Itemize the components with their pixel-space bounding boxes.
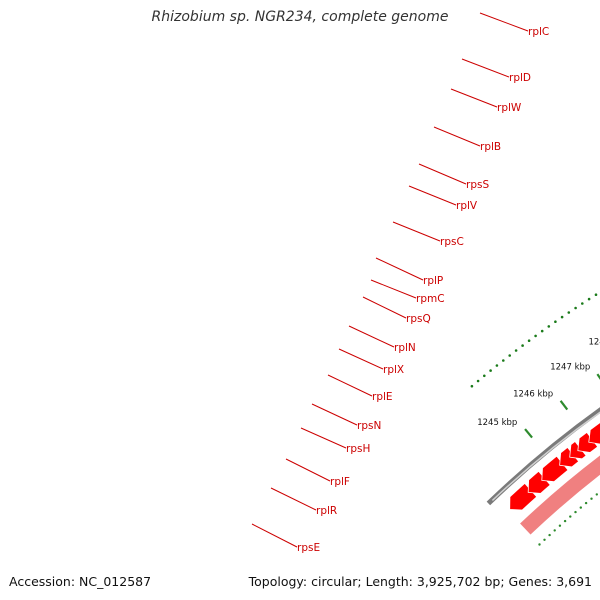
gc-dot: [489, 369, 492, 372]
gene-label-rpsN: rpsN: [357, 420, 381, 432]
inner-tick-dot: [590, 497, 593, 500]
scale-tick-label: 1247 kbp: [550, 363, 590, 373]
gene-label-rpsC: rpsC: [440, 236, 464, 248]
backbone-ring: [486, 407, 600, 506]
leader-line: [450, 88, 498, 108]
backbone-arc-inner: [491, 411, 600, 502]
gc-dot: [514, 349, 518, 352]
gc-dot: [521, 344, 524, 347]
forward-strand-genes: [509, 422, 600, 511]
backbone-arc: [486, 407, 600, 506]
gene-label-rplP: rplP: [423, 275, 443, 287]
leader-line: [408, 185, 457, 206]
leader-line: [327, 374, 373, 397]
gene-label-leaders: [251, 12, 529, 548]
gene-label-rplF: rplF: [330, 476, 350, 488]
gene-arrow: [588, 422, 600, 445]
gene-label-rplE: rplE: [372, 391, 393, 403]
gc-dot: [534, 334, 537, 338]
gc-dot: [540, 329, 544, 333]
gene-label-rplV: rplV: [456, 200, 478, 212]
gene-labels: rplC rplD rplW rplB rpsS rplV rpsC rplP rpmC rpsQ…: [297, 26, 549, 554]
gc-dot: [527, 339, 531, 343]
scale-tick-label: 1248 kbp: [588, 338, 600, 348]
leader-line: [375, 257, 424, 281]
gc-dot: [470, 384, 474, 388]
gene-label-rpsS: rpsS: [466, 179, 489, 191]
inner-tick-dot: [563, 519, 567, 523]
gene-label-rplC: rplC: [528, 26, 549, 38]
leader-line: [300, 427, 347, 449]
inner-tick-dot: [558, 524, 562, 527]
gc-content-track: [470, 293, 598, 388]
leader-line: [285, 458, 331, 482]
gene-label-rplW: rplW: [497, 102, 522, 114]
gene-label-rpmC: rpmC: [416, 293, 445, 305]
inner-tick-track: [538, 493, 598, 546]
accession-label: Accession: NC_012587: [9, 574, 152, 589]
gene-label-rpsH: rpsH: [346, 443, 370, 455]
leader-line: [362, 296, 407, 319]
leader-line: [461, 58, 510, 78]
gene-label-rplR: rplR: [316, 505, 337, 517]
gc-dot: [560, 315, 564, 319]
gc-dot: [594, 293, 598, 297]
gc-dot: [495, 364, 499, 367]
gc-dot: [554, 320, 557, 324]
inner-tick-dot: [543, 538, 546, 541]
scale-tick: [596, 373, 600, 380]
leader-line: [338, 348, 384, 370]
scale-tick: [524, 428, 533, 439]
leader-line: [433, 126, 481, 147]
inner-tick-dot: [579, 506, 582, 509]
gene-label-rplD: rplD: [509, 72, 531, 84]
genome-title: Rhizobium sp. NGR234, complete genome: [151, 9, 449, 25]
leader-line: [418, 163, 467, 185]
inner-tick-dot: [548, 533, 551, 537]
reverse-strand-genes: [518, 454, 600, 536]
gc-dot: [502, 359, 505, 362]
gc-dot: [483, 374, 486, 378]
reverse-gene-block: [518, 454, 600, 536]
genome-summary: Topology: circular; Length: 3,925,702 bp…: [248, 574, 592, 589]
gc-dot: [508, 354, 512, 357]
gene-label-rplX: rplX: [383, 364, 404, 376]
scale-tick: [559, 400, 569, 411]
inner-tick-dot: [574, 510, 577, 514]
leader-line: [392, 221, 441, 242]
gene-label-rpsQ: rpsQ: [406, 313, 431, 325]
inner-tick-dot: [553, 529, 556, 532]
leader-line: [311, 403, 358, 426]
gc-dot: [476, 379, 480, 383]
scale-tick-label: 1246 kbp: [513, 390, 553, 400]
leader-line: [370, 279, 417, 299]
scale-tick-label: 1245 kbp: [477, 418, 517, 428]
gc-dot: [587, 297, 591, 301]
inner-tick-dot: [595, 493, 598, 496]
leader-line: [348, 325, 395, 348]
gc-dot: [581, 302, 584, 305]
leader-line: [251, 523, 298, 548]
inner-tick-dot: [584, 501, 588, 505]
gene-label-rpsE: rpsE: [297, 542, 320, 554]
inner-tick-dot: [569, 515, 572, 518]
leader-line: [270, 487, 317, 511]
gene-label-rplN: rplN: [394, 342, 416, 354]
inner-tick-dot: [538, 543, 541, 546]
leader-line: [479, 12, 529, 32]
gene-label-rplB: rplB: [480, 141, 501, 153]
gc-dot: [567, 311, 571, 314]
gc-dot: [574, 306, 577, 310]
gc-dot: [547, 325, 551, 328]
